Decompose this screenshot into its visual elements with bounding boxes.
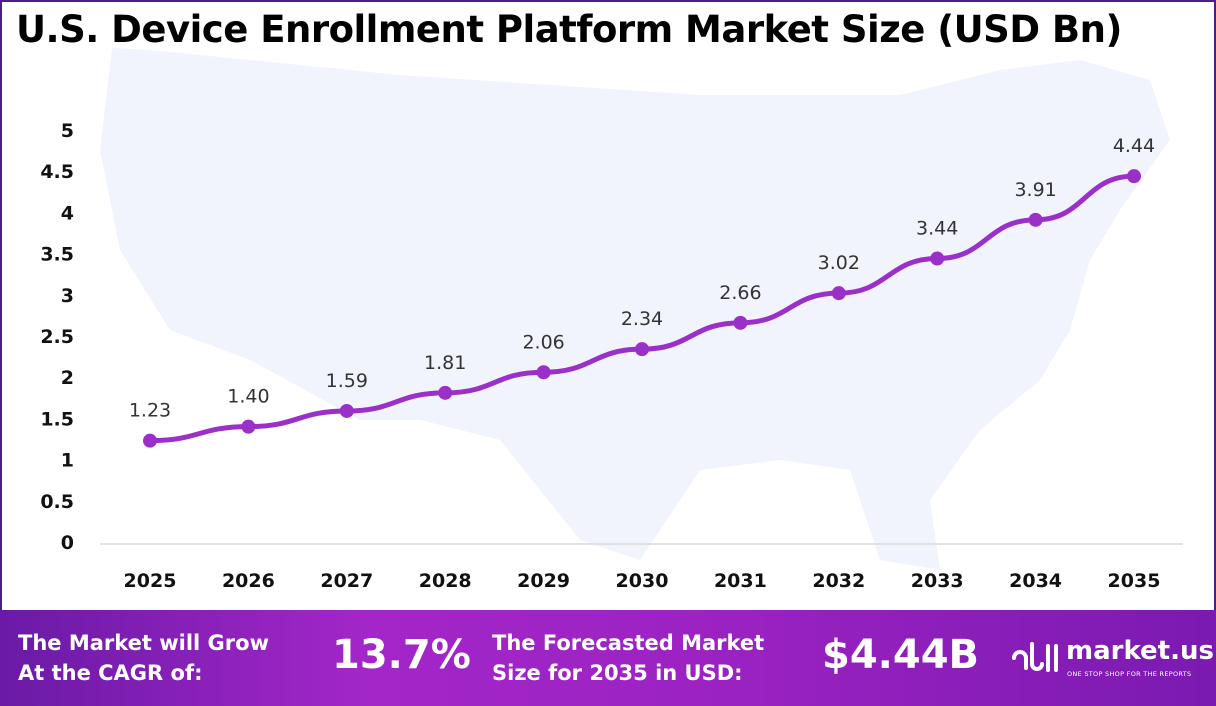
footer-banner: The Market will Grow At the CAGR of: 13.… (0, 610, 1216, 706)
x-tick-label: 2029 (517, 570, 570, 592)
data-label: 1.59 (326, 370, 368, 392)
data-label: 1.81 (424, 352, 466, 374)
x-tick-label: 2026 (222, 570, 275, 592)
data-point (635, 342, 649, 357)
forecast-label-line2: Size for 2035 in USD: (492, 661, 743, 685)
cagr-value: 13.7% (332, 632, 471, 678)
forecast-value: $4.44B (822, 632, 980, 678)
y-tick-label: 1 (61, 450, 74, 472)
data-label: 2.66 (719, 282, 761, 304)
data-point (1127, 169, 1141, 184)
cagr-label: The Market will Grow At the CAGR of: (18, 628, 269, 688)
x-tick-label: 2032 (812, 570, 865, 592)
y-tick-label: 4.5 (40, 161, 74, 183)
data-label: 2.34 (621, 308, 663, 330)
data-label: 1.40 (227, 386, 269, 408)
data-point (339, 403, 354, 418)
y-tick-label: 5 (61, 120, 74, 142)
x-tick-label: 2031 (714, 570, 767, 592)
chart-title: U.S. Device Enrollment Platform Market S… (16, 8, 1122, 51)
x-tick-label: 2027 (320, 570, 373, 592)
x-tick-label: 2028 (419, 570, 472, 592)
us-map-background (100, 48, 1170, 570)
y-tick-label: 3.5 (40, 244, 74, 266)
x-tick-label: 2033 (911, 570, 964, 592)
y-tick-label: 2 (61, 367, 74, 389)
x-tick-label: 2035 (1108, 570, 1161, 592)
data-point (438, 385, 453, 400)
y-tick-label: 0 (61, 532, 74, 554)
line-chart: 0 0.5 1 1.5 2 2.5 3 3.5 4 4.5 5 2025 2026 2027 2028 202… (40, 48, 1183, 592)
market-us-logo: market.us ONE STOP SHOP FOR THE REPORTS (1010, 636, 1214, 680)
data-point (536, 365, 551, 380)
x-tick-label: 2025 (124, 570, 177, 592)
series-line (149, 173, 1135, 444)
y-tick-label: 0.5 (40, 491, 74, 513)
data-label: 1.23 (129, 400, 171, 422)
logo-tagline: ONE STOP SHOP FOR THE REPORTS (1067, 670, 1192, 678)
x-tick-label: 2030 (616, 570, 669, 592)
y-tick-label: 1.5 (40, 408, 74, 430)
market-us-logo-icon (1012, 642, 1058, 672)
forecast-label: The Forecasted Market Size for 2035 in U… (492, 628, 764, 688)
data-point (143, 433, 157, 448)
data-label: 2.06 (522, 331, 564, 353)
data-point (831, 286, 846, 301)
data-point (930, 251, 945, 266)
cagr-label-line1: The Market will Grow (18, 631, 269, 655)
data-point (1028, 212, 1043, 227)
data-point (733, 315, 748, 330)
data-label: 3.91 (1014, 179, 1056, 201)
data-point (241, 419, 256, 434)
cagr-label-line2: At the CAGR of: (18, 661, 203, 685)
y-tick-label: 2.5 (40, 326, 74, 348)
data-label: 4.44 (1113, 135, 1155, 157)
data-label: 3.02 (818, 252, 860, 274)
forecast-label-line1: The Forecasted Market (492, 631, 765, 655)
logo-name: market.us (1066, 636, 1214, 666)
y-tick-label: 4 (61, 202, 74, 224)
data-label: 3.44 (916, 218, 958, 240)
y-tick-label: 3 (61, 285, 74, 307)
x-tick-label: 2034 (1009, 570, 1062, 592)
